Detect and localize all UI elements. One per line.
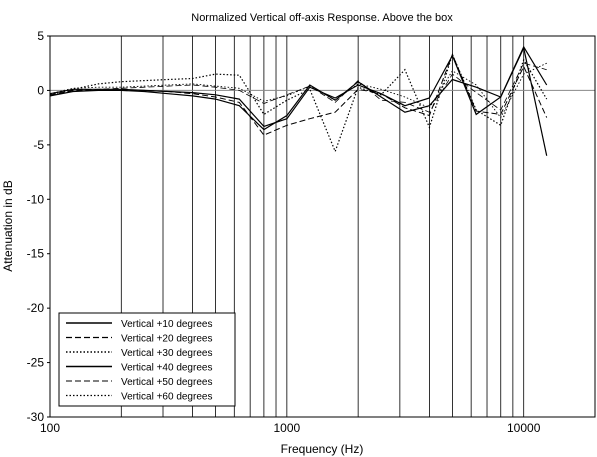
y-tick-label: 0	[37, 83, 44, 97]
y-tick-label: -5	[33, 138, 44, 152]
legend-label-4: Vertical +40 degrees	[121, 363, 212, 374]
legend-label-1: Vertical +10 degrees	[121, 319, 212, 330]
plot-lines	[49, 45, 548, 156]
y-tick-label: -30	[27, 410, 45, 424]
x-axis-title: Frequency (Hz)	[281, 442, 364, 456]
x-tick-label: 10000	[507, 421, 541, 435]
series-line-1	[49, 46, 548, 156]
series-line-3	[49, 52, 548, 154]
plot-frame	[49, 35, 596, 418]
chart-title: Normalized Vertical off-axis Response. A…	[191, 12, 453, 24]
series-line-5	[49, 62, 547, 113]
y-tick-label: -20	[27, 301, 45, 315]
legend-box	[58, 312, 236, 407]
y-tick-label: 5	[37, 29, 44, 43]
x-tick-label: 100	[40, 421, 60, 435]
legend: Vertical +10 degrees Vertical +20 degrees…	[58, 312, 236, 407]
y-tick-label: -10	[27, 192, 45, 206]
y-tick-label: -25	[27, 356, 45, 370]
legend-label-6: Vertical +60 degrees	[121, 392, 212, 403]
y-axis-title: Attenuation in dB	[1, 180, 15, 271]
y-tick-label: -15	[27, 247, 45, 261]
x-tick-label: 1000	[273, 421, 300, 435]
legend-label-2: Vertical +20 degrees	[121, 334, 212, 345]
legend-label-3: Vertical +30 degrees	[121, 348, 212, 359]
legend-label-5: Vertical +50 degrees	[121, 377, 212, 388]
